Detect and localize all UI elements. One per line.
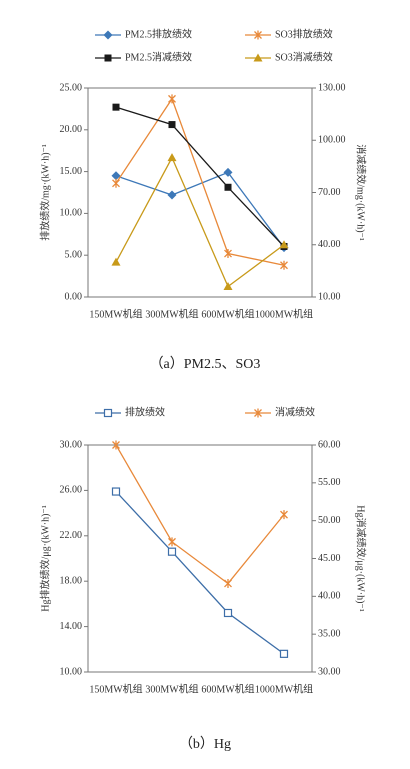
series-line: [115, 171, 285, 249]
point: [223, 608, 233, 618]
legend-label: SO3消减绩效: [275, 50, 333, 63]
point: [112, 440, 120, 450]
y-tick-label: 25.00: [60, 82, 83, 93]
point: [280, 260, 288, 270]
y2-axis-title: Hg消减绩效/μg·(kW·h)⁻¹: [355, 505, 368, 611]
y2-tick-label: 45.00: [318, 553, 341, 564]
legend-label: 消减绩效: [275, 405, 315, 418]
y2-tick-label: 30.00: [318, 666, 341, 677]
y-axis-title: 排放绩效/mg·(kW·h)⁻¹: [38, 144, 51, 241]
y2-tick-label: 10.00: [318, 291, 341, 302]
y2-axis-title: 消减绩效/mg·(kW·h)⁻¹: [355, 144, 368, 241]
legend-marker: [254, 408, 262, 418]
point: [223, 282, 233, 291]
y-tick-label: 15.00: [60, 166, 83, 177]
y2-tick-label: 55.00: [318, 477, 341, 488]
y-tick-label: 10.00: [60, 208, 83, 219]
y2-tick-label: 40.00: [318, 591, 341, 602]
point: [280, 510, 288, 520]
x-tick-label: 1000MW机组: [255, 307, 313, 320]
x-tick-label: 1000MW机组: [255, 682, 313, 695]
y2-tick-label: 70.00: [318, 187, 341, 198]
y2-tick-label: 40.00: [318, 239, 341, 250]
y2-tick-label: 130.00: [318, 82, 346, 93]
point: [167, 153, 177, 162]
y-tick-label: 20.00: [60, 124, 83, 135]
point: [223, 167, 233, 177]
point: [111, 171, 121, 181]
legend-label: PM2.5消减绩效: [125, 50, 192, 63]
series-line: [115, 491, 285, 655]
point: [168, 94, 176, 104]
x-tick-label: 600MW机组: [201, 307, 254, 320]
point: [167, 547, 177, 556]
point: [279, 240, 289, 249]
point: [168, 121, 176, 129]
y2-tick-label: 60.00: [318, 439, 341, 450]
y-tick-label: 0.00: [65, 291, 83, 302]
point: [224, 183, 232, 191]
x-tick-label: 300MW机组: [145, 307, 198, 320]
legend-label: SO3排放绩效: [275, 27, 333, 40]
x-tick-label: 300MW机组: [145, 682, 198, 695]
point: [112, 103, 120, 111]
legend-marker: [253, 53, 263, 62]
legend-marker: [104, 54, 112, 62]
caption: （a）PM2.5、SO3: [150, 356, 261, 372]
point: [224, 249, 232, 259]
legend-label: 排放绩效: [125, 405, 165, 418]
x-tick-label: 150MW机组: [89, 307, 142, 320]
y-tick-label: 26.00: [60, 485, 83, 496]
y-tick-label: 30.00: [60, 439, 83, 450]
series-line: [115, 106, 285, 247]
legend-label: PM2.5排放绩效: [125, 27, 192, 40]
y-tick-label: 10.00: [60, 666, 83, 677]
point: [167, 190, 177, 200]
x-tick-label: 600MW机组: [201, 682, 254, 695]
caption: （b）Hg: [179, 736, 231, 752]
point: [111, 487, 121, 496]
plot-frame: [87, 444, 313, 673]
legend-marker: [103, 30, 113, 40]
legend-marker: [103, 408, 113, 418]
y2-tick-label: 100.00: [318, 135, 346, 146]
y-tick-label: 14.00: [60, 621, 83, 632]
series-line: [115, 97, 285, 266]
legend-marker: [254, 30, 262, 40]
y2-tick-label: 35.00: [318, 628, 341, 639]
point: [111, 257, 121, 266]
y-tick-label: 18.00: [60, 575, 83, 586]
point: [279, 649, 289, 658]
y-tick-label: 22.00: [60, 530, 83, 541]
point: [112, 178, 120, 188]
x-tick-label: 150MW机组: [89, 682, 142, 695]
series-line: [115, 444, 285, 585]
plot-frame: [87, 87, 313, 298]
series-line: [115, 156, 285, 288]
y-tick-label: 5.00: [65, 249, 83, 260]
y2-tick-label: 50.00: [318, 515, 341, 526]
y-axis-title: Hg排放绩效/μg·(kW·h)⁻¹: [38, 505, 51, 611]
point: [224, 578, 232, 588]
point: [168, 537, 176, 547]
